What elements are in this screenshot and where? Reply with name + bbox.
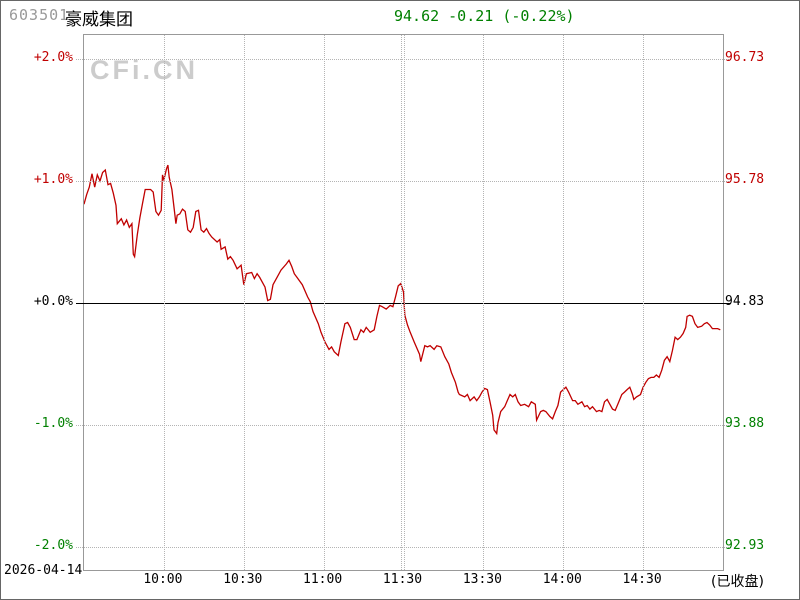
x-tick-time: 14:00 <box>542 572 582 587</box>
vgridline <box>403 35 405 570</box>
vgridline <box>163 35 165 570</box>
y-tick-price: 96.73 <box>725 50 765 65</box>
y-tick-price: 93.88 <box>725 416 765 431</box>
vgridline <box>563 35 565 570</box>
price-line <box>84 164 721 436</box>
y-tick-percent: +0.0% <box>33 294 73 309</box>
y-tick-percent: +2.0% <box>33 50 73 65</box>
price-change-percent: (-0.22%) <box>502 7 575 25</box>
quote-summary: 94.62 -0.21 (-0.22%) <box>394 7 584 25</box>
x-tick-time: 11:30 <box>382 572 423 587</box>
y-tick-price: 95.78 <box>725 172 765 187</box>
y-tick-percent: -1.0% <box>33 416 73 431</box>
y-tick-price: 92.93 <box>725 538 765 553</box>
plot-area: CFi.CN <box>76 34 731 571</box>
x-tick-time: 11:00 <box>303 572 343 587</box>
x-tick-time: 10:00 <box>143 572 183 587</box>
stock-code: 603501 <box>9 6 70 24</box>
stock-name: 豪威集团 <box>65 10 133 30</box>
vgridline <box>643 35 645 570</box>
vgridline <box>400 35 402 570</box>
price-change: -0.21 <box>448 7 494 25</box>
x-tick-time: 14:30 <box>622 572 662 587</box>
y-tick-percent: +1.0% <box>33 172 73 187</box>
market-status: (已收盘) <box>711 574 764 590</box>
vgridline <box>483 35 485 570</box>
watermark: CFi.CN <box>90 55 198 85</box>
x-tick-time: 13:30 <box>462 572 502 587</box>
trade-date: 2026-04-14 <box>4 563 83 578</box>
last-price: 94.62 <box>394 7 440 25</box>
y-tick-percent: -2.0% <box>33 538 73 553</box>
vgridline <box>243 35 245 570</box>
vgridline <box>323 35 325 570</box>
x-tick-time: 10:30 <box>223 572 263 587</box>
y-tick-price: 94.83 <box>725 294 765 309</box>
